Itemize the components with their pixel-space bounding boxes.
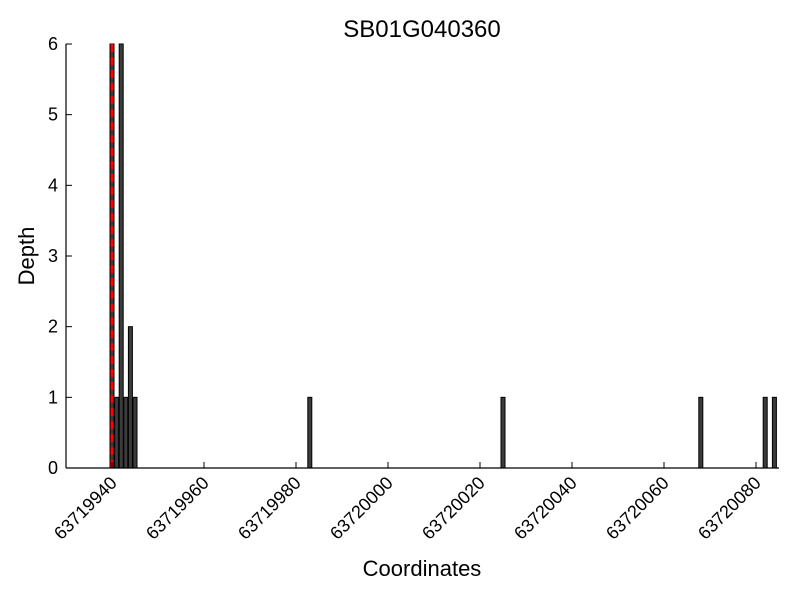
bar — [132, 396, 138, 469]
bar — [118, 43, 124, 469]
y-tick-label: 3 — [48, 246, 58, 266]
x-axis-label: Coordinates — [363, 556, 482, 581]
bar — [307, 396, 313, 469]
chart-title: SB01G040360 — [343, 16, 500, 43]
y-tick-label: 5 — [48, 105, 58, 125]
y-axis-label: Depth — [14, 227, 39, 286]
bar — [698, 396, 704, 469]
bar — [114, 396, 120, 469]
bar — [127, 326, 133, 469]
markers-layer — [110, 44, 114, 468]
bar — [500, 396, 506, 469]
bar — [771, 396, 777, 469]
y-tick-label: 2 — [48, 317, 58, 337]
y-tick-label: 0 — [48, 458, 58, 478]
y-tick-label: 6 — [48, 34, 58, 54]
y-tick-label: 1 — [48, 387, 58, 407]
bar — [123, 396, 129, 469]
bar — [762, 396, 768, 469]
y-tick-label: 4 — [48, 175, 58, 195]
